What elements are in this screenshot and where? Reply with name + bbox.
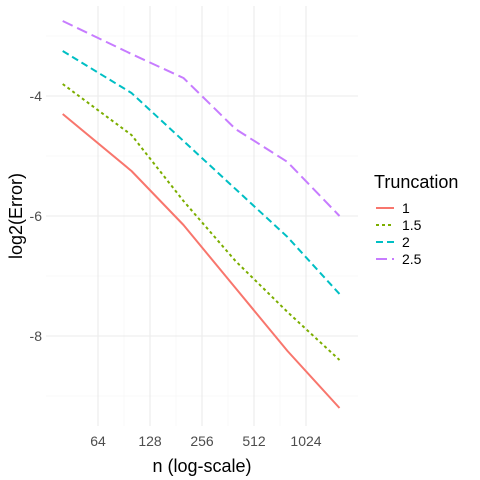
legend-label: 2.5 <box>402 251 422 267</box>
grid-major <box>46 6 358 426</box>
x-tick-label: 128 <box>138 433 162 449</box>
legend-label: 2 <box>402 234 410 250</box>
y-tick-label: -8 <box>30 328 43 344</box>
series-lines <box>62 20 341 409</box>
x-tick-label: 512 <box>242 433 266 449</box>
x-axis-title: n (log-scale) <box>152 456 251 476</box>
legend-label: 1.5 <box>402 217 422 233</box>
y-tick-label: -4 <box>30 88 43 104</box>
legend: Truncation 11.522.5 <box>374 172 458 267</box>
legend-items: 11.522.5 <box>376 200 422 267</box>
series-line-2-5 <box>62 20 341 217</box>
legend-label: 1 <box>402 200 410 216</box>
x-tick-label: 256 <box>190 433 214 449</box>
legend-title: Truncation <box>374 172 458 192</box>
y-tick-labels: -8 -6 -4 <box>30 88 43 344</box>
y-axis-title: log2(Error) <box>6 173 26 259</box>
x-tick-labels: 64 128 256 512 1024 <box>90 433 322 449</box>
series-line-1 <box>62 113 341 409</box>
series-line-2 <box>62 50 341 295</box>
x-tick-label: 64 <box>90 433 106 449</box>
x-tick-label: 1024 <box>290 433 321 449</box>
y-tick-label: -6 <box>30 208 43 224</box>
